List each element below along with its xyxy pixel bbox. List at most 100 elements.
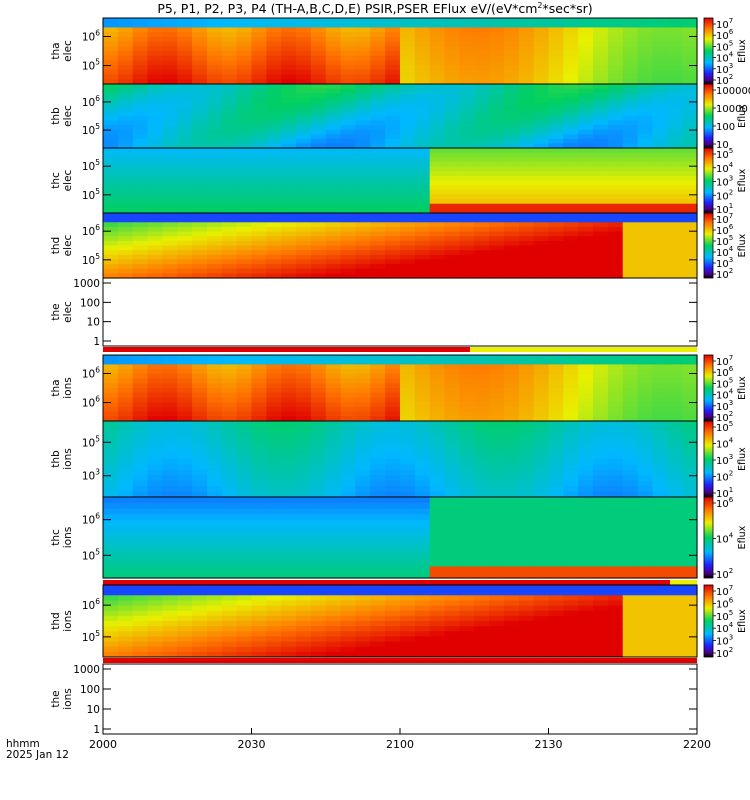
colorbar-tick: 103 [716,399,733,413]
colorbar-tick: 104 [716,51,734,65]
y-axis-label-tha-ions: thaions [50,377,74,398]
panel-thb-ions: 105 104 103 102 101 Eflux 105 103 thbions [50,420,748,505]
y-tick-label: 106 [82,365,100,380]
y-tick-label: 103 [82,468,100,483]
colorbar-tick: 106 [716,223,734,237]
y-axis-label-thc-ions: thcions [50,527,74,548]
colorbar-tick: 100 [716,122,735,133]
colorbar-tick: 107 [716,354,733,368]
panel-the-elec: 1000 100 10 1 theelec [50,277,698,352]
panel-the-ions: 1000 100 10 1 theions [50,663,698,736]
colorbar-tick: 102 [716,646,733,660]
colorbar-label: Eflux [737,233,748,257]
spectrogram-thc-ions [103,497,698,579]
colorbar-tick: 104 [716,437,734,451]
y-tick-label: 100 [80,684,100,696]
colorbar-tick: 106 [716,496,734,510]
colorbar-tick: 102 [716,470,733,484]
chart-title: P5, P1, P2, P3, P4 (TH-A,B,C,D,E) PSIR,P… [157,1,593,17]
colorbar-tick: 105 [716,234,733,248]
y-tick-label: 105 [82,58,100,73]
y-axis-label-thd-ions: thdions [50,610,74,631]
spectrogram-thc-elec [103,148,698,214]
y-tick-label: 1 [93,336,100,348]
y-tick-label: 1000 [73,278,100,290]
data-flag-bar [103,658,697,663]
y-tick-label: 105 [82,547,100,562]
y-tick-label: 105 [82,122,100,137]
y-tick-label: 106 [82,28,100,43]
colorbar-tick: 105 [716,376,733,390]
x-tick-label: 2100 [386,738,414,751]
y-tick-label: 106 [82,597,100,612]
y-axis-label-thd-elec: thdelec [50,234,74,256]
colorbar-tick: 105 [716,147,733,161]
colorbar-label: Eflux [737,39,748,63]
y-tick-label: 106 [82,94,100,109]
spectrogram-thb-ions [103,421,698,498]
panel-frame [102,496,698,579]
y-axis-label-thb-elec: thbelec [50,105,74,127]
colorbar-tick: 102 [716,410,733,424]
colorbar-tick: 102 [716,267,733,281]
y-tick-label: 105 [82,252,100,267]
colorbar-tick: 106 [716,28,734,42]
colorbar-tick: 102 [716,567,733,581]
date-label: 2025 Jan 12 [6,749,69,761]
x-tick-label: 2200 [683,738,711,751]
y-tick-label: 1000 [73,664,100,676]
colorbar-tick: 104 [716,532,734,546]
colorbar-tick: 106 [716,365,734,379]
colorbar-label: Eflux [737,609,748,633]
x-tick-label: 2000 [89,738,117,751]
colorbar-tick: 1000000 [716,86,750,97]
y-axis-label-thc-elec: thcelec [50,169,74,191]
colorbar-tick: 103 [716,634,733,648]
x-tick-label: 2130 [535,738,563,751]
spectrogram-thb-elec [103,84,698,149]
time-format-label: hhmm [6,738,40,750]
colorbar-tick: 101 [716,486,733,500]
colorbar-tick: 102 [716,73,733,87]
spectrogram-tha-ions [103,355,698,422]
colorbar-tick: 102 [716,188,733,202]
y-axis-label-the-elec: theelec [50,301,74,323]
y-tick-label: 106 [82,512,100,527]
colorbar-tick: 107 [716,584,733,598]
panel-frame [102,663,698,735]
colorbar-label: Eflux [737,447,748,471]
colorbar-tick: 103 [716,175,733,189]
data-flag-bar [470,347,697,352]
colorbar-tick: 107 [716,212,733,226]
y-tick-label: 10 [87,317,100,329]
y-tick-label: 106 [82,395,100,410]
y-tick-label: 100 [80,297,100,309]
spectrogram-tha-elec [103,18,698,85]
colorbar-tick: 105 [716,39,733,53]
y-axis-label-the-ions: theions [50,688,74,709]
x-tick-label: 2030 [238,738,266,751]
data-flag-bar [103,580,670,585]
colorbar-tick: 103 [716,62,733,76]
y-tick-label: 105 [82,434,100,449]
colorbar-tick: 101 [716,202,733,216]
y-tick-label: 105 [82,629,100,644]
colorbar-tick: 103 [716,453,733,467]
spectrogram-thd-elec [103,213,698,279]
colorbar-tick: 103 [716,256,733,270]
y-tick-label: 105 [82,158,100,173]
colorbar-thb-elec: 1000000 10000 100 10 Eflux [703,83,750,151]
y-axis-label-thb-ions: thbions [50,448,74,469]
panel-thc-ions: 106 104 102 Eflux 106 105 thcions [50,496,748,585]
colorbar-tick: 104 [716,388,734,402]
panel-thb-elec: 1000000 10000 100 10 Eflux 106 105 thbelec [50,83,750,151]
